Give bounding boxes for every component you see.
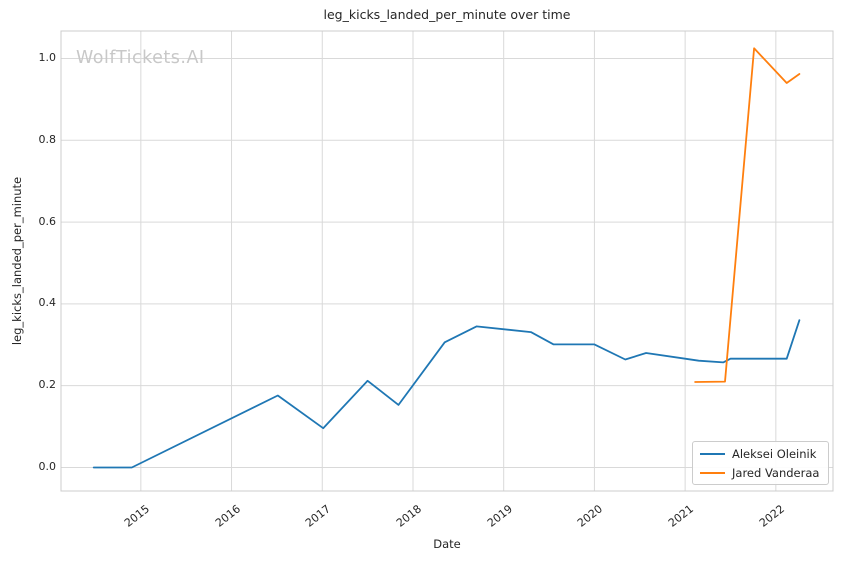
- legend-label: Jared Vanderaa: [732, 465, 820, 480]
- legend-line-swatch-blue: [700, 452, 725, 455]
- watermark: WolfTickets.AI: [76, 48, 205, 68]
- chart-title: leg_kicks_landed_per_minute over time: [323, 7, 571, 22]
- legend-line-swatch-orange: [700, 471, 725, 474]
- legend-item-jared-vanderaa: Jared Vanderaa: [700, 465, 822, 481]
- series-line-1: [694, 47, 801, 383]
- y-tick-label: 0.8: [38, 132, 57, 146]
- legend-item-aleksei-oleinik: Aleksei Oleinik: [700, 446, 822, 462]
- y-tick-label: 0.2: [38, 378, 57, 392]
- y-axis-label: leg_kicks_landed_per_minute: [10, 176, 24, 346]
- x-axis-label: Date: [433, 537, 461, 551]
- y-tick-label: 0.0: [38, 459, 57, 473]
- legend: Aleksei Oleinik Jared Vanderaa: [692, 441, 829, 485]
- axes-frame: [60, 30, 834, 492]
- y-tick-label: 0.6: [38, 214, 57, 228]
- legend-label: Aleksei Oleinik: [732, 446, 817, 461]
- y-tick-label: 0.4: [38, 296, 57, 310]
- y-tick-label: 1.0: [38, 50, 57, 64]
- series-line-0: [92, 319, 801, 469]
